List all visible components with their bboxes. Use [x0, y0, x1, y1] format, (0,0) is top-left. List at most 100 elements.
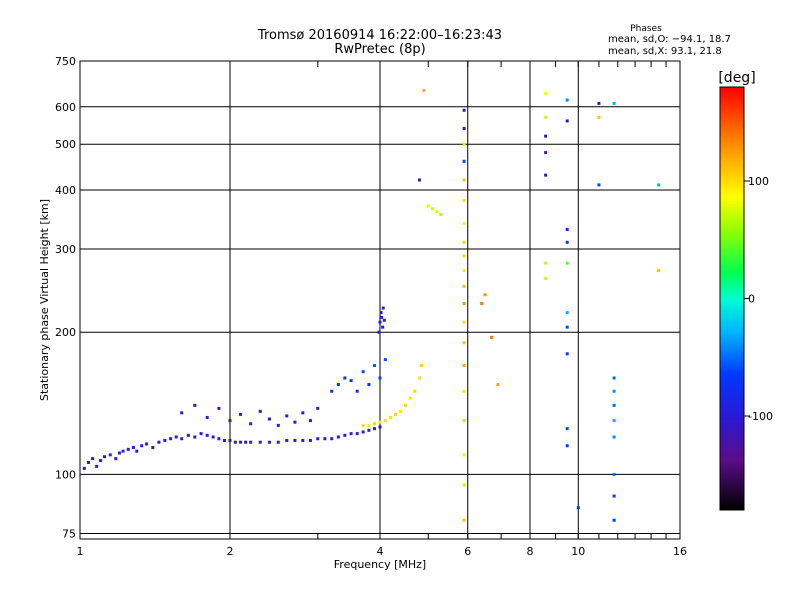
plot-frame	[79, 60, 681, 540]
echo-point	[381, 306, 385, 310]
echo-point	[462, 320, 466, 324]
echo-point	[131, 446, 135, 450]
legend-line-o: mean, sd,O: −94.1, 18.7	[608, 34, 731, 45]
echo-point	[91, 457, 95, 461]
echo-point	[612, 494, 616, 498]
x-tick-label: 16	[673, 545, 687, 558]
echo-point	[657, 183, 661, 187]
echo-point	[544, 261, 548, 265]
echo-point	[417, 376, 421, 380]
echo-point	[217, 437, 221, 441]
echo-point	[462, 341, 466, 345]
echo-point	[403, 403, 407, 407]
echo-point	[389, 415, 393, 419]
echo-point	[612, 435, 616, 439]
echo-point	[544, 276, 548, 280]
echo-point	[126, 447, 130, 451]
echo-point	[565, 427, 569, 431]
echo-point	[99, 459, 103, 463]
echo-point	[355, 389, 359, 393]
echo-point	[373, 427, 377, 431]
echo-point	[462, 518, 466, 522]
echo-point	[316, 437, 320, 441]
echo-point	[228, 419, 232, 423]
echo-point	[323, 437, 327, 441]
echo-point	[382, 318, 386, 322]
echo-point	[135, 449, 139, 453]
echo-point	[180, 411, 184, 415]
echo-point	[544, 92, 548, 96]
echo-point	[544, 151, 548, 155]
echo-point	[336, 383, 340, 387]
echo-points	[82, 88, 661, 522]
echo-point	[145, 442, 149, 446]
echo-point	[267, 417, 271, 421]
y-axis-label: Stationary phase Virtual Height [km]	[38, 199, 51, 401]
echo-point	[293, 420, 297, 424]
echo-point	[439, 212, 443, 216]
echo-point	[163, 438, 167, 442]
echo-point	[597, 101, 601, 105]
echo-point	[383, 419, 387, 423]
echo-point	[462, 389, 466, 393]
echo-point	[239, 440, 243, 444]
echo-point	[612, 403, 616, 407]
echo-point	[223, 438, 227, 442]
y-tick-label: 200	[55, 326, 76, 339]
echo-point	[431, 207, 435, 211]
echo-point	[422, 88, 426, 92]
echo-point	[462, 178, 466, 182]
echo-point	[597, 115, 601, 119]
echo-point	[565, 261, 569, 265]
echo-point	[565, 119, 569, 123]
echo-point	[483, 293, 487, 297]
echo-point	[205, 433, 209, 437]
echo-point	[417, 178, 421, 182]
colorbar-tick-label: 0	[748, 293, 755, 306]
y-tick-label: 500	[55, 138, 76, 151]
colorbar-ticks: 100 0 -100	[744, 175, 773, 423]
echo-point	[462, 159, 466, 163]
echo-point	[378, 320, 382, 324]
y-tick-label: 300	[55, 243, 76, 256]
echo-point	[490, 335, 494, 339]
x-tick-label: 6	[464, 545, 471, 558]
x-tick-label: 10	[571, 545, 585, 558]
echo-point	[413, 389, 417, 393]
echo-point	[361, 423, 365, 427]
echo-point	[82, 466, 86, 470]
echo-point	[169, 437, 173, 441]
echo-point	[308, 419, 312, 423]
echo-point	[86, 460, 90, 464]
echo-point	[180, 437, 184, 441]
echo-point	[462, 284, 466, 288]
echo-point	[373, 422, 377, 426]
echo-point	[205, 415, 209, 419]
echo-point	[249, 422, 253, 426]
y-tick-label: 400	[55, 184, 76, 197]
echo-point	[377, 330, 381, 334]
echo-point	[367, 423, 371, 427]
echo-point	[462, 364, 466, 368]
colorbar-tick-label: 100	[748, 175, 769, 188]
echo-point	[462, 126, 466, 130]
echo-point	[378, 376, 382, 380]
y-tick-label: 100	[55, 468, 76, 481]
echo-point	[349, 379, 353, 383]
echo-point	[108, 453, 112, 457]
echo-point	[426, 204, 430, 208]
x-tick-label: 4	[377, 545, 384, 558]
echo-point	[612, 419, 616, 423]
echo-point	[544, 134, 548, 138]
echo-point	[367, 428, 371, 432]
echo-point	[336, 435, 340, 439]
colorbar-tick-label: -100	[748, 410, 773, 423]
echo-point	[565, 352, 569, 356]
echo-point	[612, 376, 616, 380]
grid	[80, 61, 680, 539]
echo-point	[193, 435, 197, 439]
echo-point	[343, 376, 347, 380]
echo-point	[157, 440, 161, 444]
echo-point	[462, 142, 466, 146]
echo-point	[301, 411, 305, 415]
